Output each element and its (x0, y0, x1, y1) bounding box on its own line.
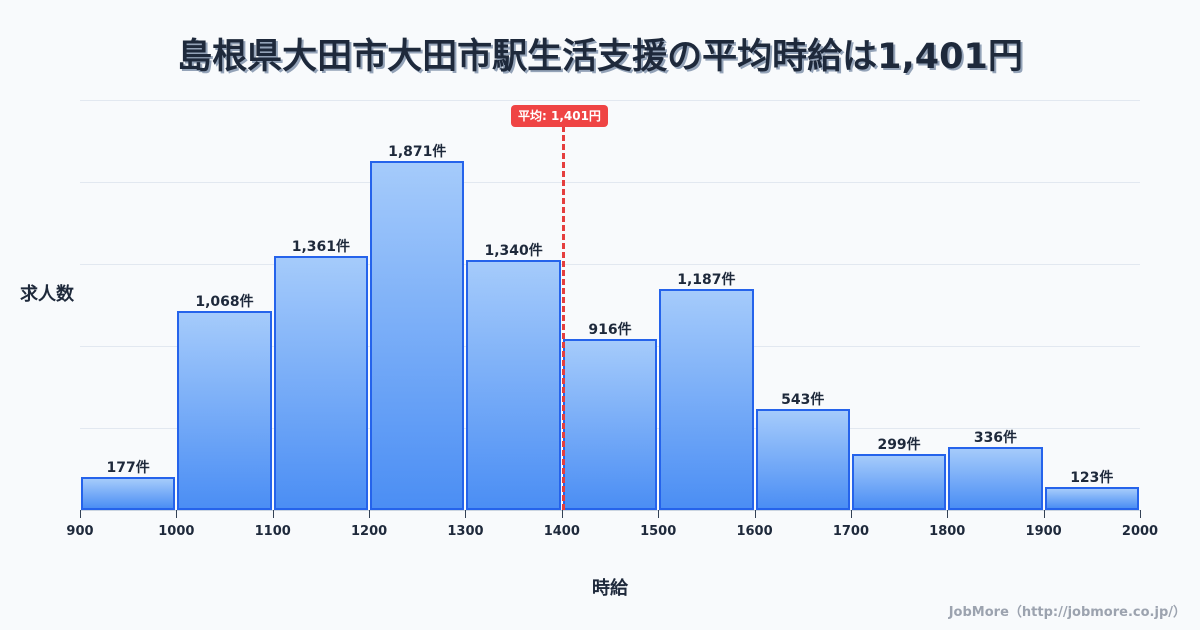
chart-title: 島根県大田市大田市駅生活支援の平均時給は1,401円 (177, 37, 1023, 77)
x-tick (850, 510, 852, 518)
x-tick-label: 900 (66, 524, 94, 539)
bar-value-label: 1,361件 (291, 239, 351, 256)
histogram-bar (1044, 487, 1139, 510)
bar-value-label: 543件 (781, 391, 825, 408)
x-tick-label: 1000 (158, 524, 195, 539)
x-tick (176, 510, 178, 518)
bar-value-label: 916件 (588, 322, 632, 339)
histogram-bar (659, 288, 754, 510)
x-tick-label: 2000 (1121, 524, 1159, 539)
bar-value-label: 177件 (106, 460, 150, 476)
histogram-bar (948, 447, 1043, 510)
bar-value-label: 1,068件 (195, 293, 254, 310)
histogram-bar (177, 310, 272, 510)
bar-value-label: 1,187件 (677, 271, 736, 288)
y-axis-label: 求人数 (20, 284, 74, 305)
histogram-bar (466, 260, 561, 510)
x-tick-label: 1200 (350, 524, 388, 539)
x-tick-label: 1300 (447, 524, 484, 539)
x-tick (369, 510, 371, 518)
x-tick (272, 510, 274, 518)
x-tick-label: 1900 (1025, 524, 1062, 539)
credit-text: JobMore（http://jobmore.co.jp/） (948, 605, 1186, 620)
gridline (80, 100, 1140, 101)
x-tick-label: 1700 (832, 524, 869, 539)
x-axis-line (80, 510, 1140, 511)
x-tick (465, 510, 467, 518)
bar-value-label: 1,340件 (484, 243, 543, 260)
bar-value-label: 336件 (973, 430, 1018, 447)
x-tick (658, 510, 660, 518)
bar-value-label: 123件 (1070, 470, 1114, 487)
histogram-bar (81, 477, 176, 510)
histogram-bar (755, 408, 850, 510)
mean-badge: 平均: 1,401円 (511, 105, 608, 127)
x-tick-label: 1800 (929, 524, 966, 539)
x-tick-label: 1500 (640, 524, 677, 539)
x-tick-label: 1600 (736, 524, 773, 539)
x-tick (754, 510, 756, 518)
histogram-bar (851, 454, 947, 510)
x-tick (561, 510, 563, 518)
x-tick (947, 510, 949, 518)
gridline (80, 264, 1140, 265)
x-tick (1043, 510, 1045, 518)
mean-line (561, 126, 565, 510)
x-tick-label: 1100 (254, 524, 291, 539)
x-tick (1140, 510, 1141, 518)
histogram-bar (370, 161, 465, 510)
histogram-bar (562, 339, 658, 510)
x-tick-label: 1400 (543, 524, 580, 539)
bar-value-label: 1,871件 (388, 144, 447, 161)
bar-value-label: 299件 (877, 437, 921, 454)
x-axis-label: 時給 (592, 578, 628, 599)
gridline (80, 182, 1140, 183)
x-tick (80, 510, 81, 518)
histogram-bar (273, 256, 369, 510)
